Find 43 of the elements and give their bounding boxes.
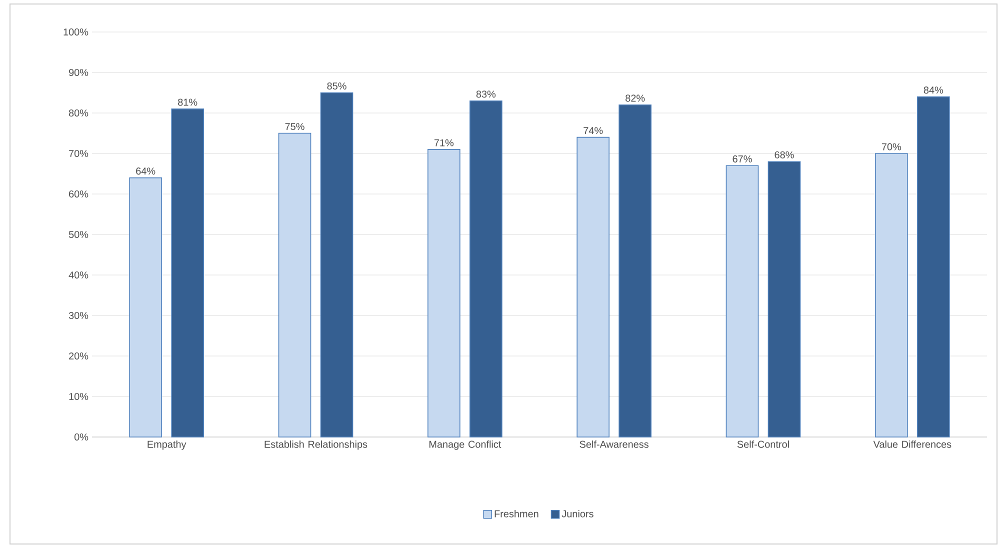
x-tick-label: Value Differences xyxy=(873,440,952,448)
x-tick-label: Establish Relationships xyxy=(264,440,368,450)
bar xyxy=(726,165,759,438)
data-label: 64% xyxy=(136,168,156,175)
data-label: 70% xyxy=(882,143,902,150)
bar xyxy=(917,96,950,438)
data-label: 84% xyxy=(924,86,944,94)
data-label: 81% xyxy=(178,98,198,106)
y-tick-label: 10% xyxy=(69,392,88,400)
legend-label: Freshmen xyxy=(494,510,538,518)
bar xyxy=(129,177,162,438)
y-tick-label: 70% xyxy=(69,150,88,158)
bar xyxy=(470,100,502,438)
y-tick-label: 20% xyxy=(69,352,88,360)
bar xyxy=(576,136,610,438)
data-label: 67% xyxy=(732,155,752,162)
bar xyxy=(320,92,354,438)
x-tick-label: Self-Control xyxy=(737,440,789,448)
bar xyxy=(768,161,801,438)
data-label: 74% xyxy=(584,127,603,134)
x-tick-label: Self-Awareness xyxy=(580,440,649,448)
y-tick-label: 50% xyxy=(68,230,88,238)
x-tick-label: Empathy xyxy=(148,440,186,450)
y-tick-label: 100% xyxy=(64,28,88,36)
bar xyxy=(875,153,908,438)
bar xyxy=(618,104,652,438)
data-label: 68% xyxy=(774,151,794,158)
data-label: 75% xyxy=(285,123,304,130)
data-label: 82% xyxy=(626,94,645,102)
y-tick-label: 30% xyxy=(68,312,88,320)
y-tick-label: 80% xyxy=(68,109,88,117)
x-tick-label: Manage Conflict xyxy=(429,440,502,450)
y-tick-label: 90% xyxy=(69,68,88,76)
data-label: 83% xyxy=(476,90,496,98)
bar xyxy=(171,108,204,438)
data-label: 85% xyxy=(327,82,346,90)
data-label: 71% xyxy=(434,139,454,146)
y-tick-label: 40% xyxy=(68,271,88,279)
y-tick-label: 0% xyxy=(74,433,88,441)
bar xyxy=(428,149,460,438)
legend-label: Juniors xyxy=(562,510,594,518)
y-tick-label: 60% xyxy=(69,190,88,198)
bar xyxy=(278,132,312,438)
